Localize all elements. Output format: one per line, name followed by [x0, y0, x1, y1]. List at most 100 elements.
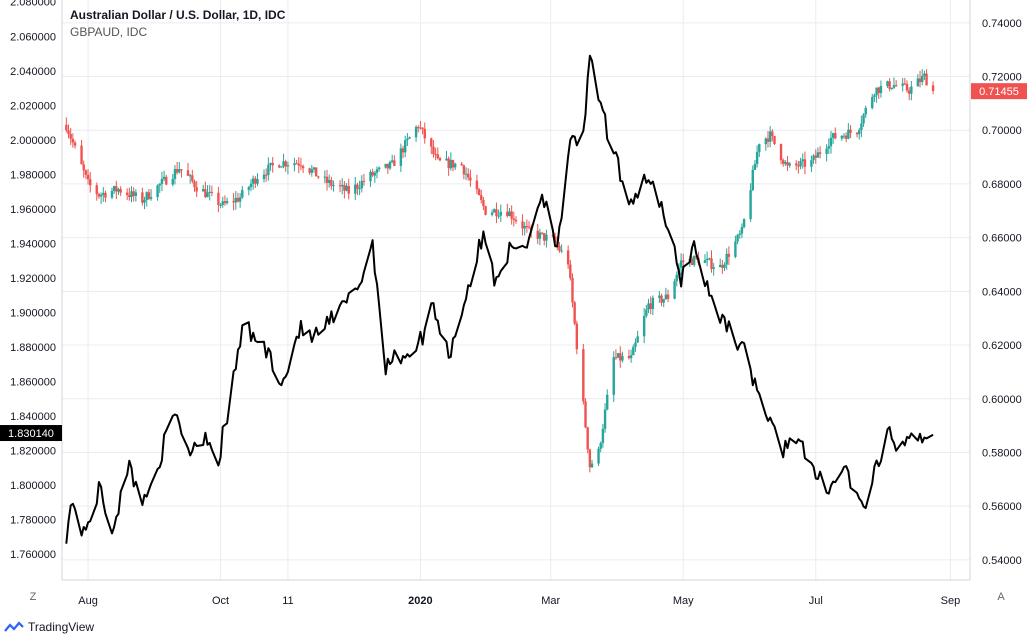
candle-body — [849, 129, 852, 133]
candle-body — [888, 81, 891, 89]
candle-body — [588, 449, 592, 468]
candle-body — [401, 148, 405, 153]
candle-body — [112, 186, 116, 192]
candle-body — [521, 221, 524, 229]
candle-body — [799, 161, 802, 167]
candle-body — [597, 448, 600, 464]
candle-body — [508, 211, 511, 217]
candle-body — [414, 127, 418, 138]
candle-body — [314, 167, 318, 177]
candle-body — [569, 264, 572, 278]
candle-body — [460, 163, 463, 166]
candle-body — [619, 353, 622, 361]
candle-body — [842, 135, 846, 137]
candle-body — [269, 162, 272, 165]
x-tick-label: Mar — [541, 595, 560, 607]
candle-body — [901, 83, 904, 86]
x-tick-label: Oct — [212, 595, 229, 607]
candle-body — [651, 297, 655, 310]
candle-body — [647, 303, 650, 310]
candle-body — [921, 75, 924, 83]
candle-body — [221, 201, 224, 205]
candle-body — [297, 163, 300, 166]
candle-body — [855, 132, 859, 135]
candle-body — [797, 165, 800, 167]
candle-body — [345, 185, 348, 191]
candle-body — [918, 78, 922, 83]
candle-body — [390, 160, 394, 162]
candle-body — [679, 260, 683, 268]
left-tick-label: 1.760000 — [10, 549, 56, 561]
left-tick-label: 1.900000 — [10, 307, 56, 319]
candle-body — [210, 191, 214, 193]
candle-body — [755, 151, 759, 165]
candle-body — [727, 253, 731, 257]
candle-body — [703, 260, 707, 263]
candle-body — [673, 281, 676, 299]
left-tick-label: 2.060000 — [10, 31, 56, 43]
candle-body — [566, 250, 570, 265]
candle-body — [180, 169, 183, 171]
autoscale-button[interactable]: A — [997, 591, 1005, 603]
candle-body — [538, 232, 542, 239]
candle-body — [916, 78, 920, 87]
candle-body — [645, 309, 648, 316]
candle-body — [453, 163, 457, 168]
right-tick-label: 0.60000 — [982, 394, 1022, 406]
candle-body — [614, 357, 618, 359]
left-tick-label: 1.860000 — [10, 376, 56, 388]
candle-body — [406, 138, 409, 141]
candle-body — [238, 197, 242, 202]
candle-body — [658, 295, 661, 298]
candle-body — [692, 256, 696, 265]
candle-body — [795, 163, 798, 166]
candle-body — [768, 131, 772, 142]
candle-body — [99, 194, 103, 197]
candle-body — [642, 315, 646, 337]
candle-body — [599, 443, 602, 449]
candle-body — [338, 185, 342, 187]
candle-body — [217, 192, 220, 205]
candle-body — [249, 183, 253, 188]
candle-body — [603, 409, 607, 429]
candle-body — [201, 189, 205, 192]
candle-body — [612, 357, 615, 395]
candle-body — [766, 138, 770, 142]
candle-body — [469, 177, 472, 181]
candle-body — [634, 342, 637, 347]
left-last-value-label: 1.830140 — [8, 428, 54, 440]
candle-body — [829, 137, 833, 147]
candle-body — [219, 204, 222, 206]
brand-logo[interactable]: TradingView — [4, 620, 94, 634]
candle-body — [80, 145, 83, 165]
candle-body — [332, 185, 335, 187]
candle-body — [241, 189, 244, 198]
candle-body — [801, 159, 804, 162]
x-tick-label: May — [673, 595, 694, 607]
left-tick-label: 1.960000 — [10, 204, 56, 216]
candle-body — [495, 209, 498, 217]
left-tick-label: 1.800000 — [10, 480, 56, 492]
candle-body — [573, 302, 576, 324]
candle-body — [191, 175, 194, 182]
candle-body — [295, 163, 298, 165]
candle-body — [675, 274, 678, 282]
candle-body — [810, 160, 813, 167]
candle-body — [432, 146, 435, 155]
candle-body — [445, 158, 448, 161]
candle-body — [438, 158, 442, 161]
candle-body — [327, 179, 331, 183]
candle-body — [299, 165, 303, 167]
left-tick-label: 1.820000 — [10, 446, 56, 458]
candle-body — [484, 206, 487, 215]
candle-body — [827, 146, 831, 149]
right-tick-label: 0.70000 — [982, 125, 1022, 137]
zoom-button[interactable]: Z — [29, 591, 37, 603]
gbpaud-line — [65, 54, 934, 544]
right-tick-label: 0.66000 — [982, 233, 1022, 245]
candle-body — [616, 353, 620, 358]
candle-body — [871, 97, 874, 108]
candle-body — [632, 346, 635, 356]
candle-body — [360, 180, 363, 189]
